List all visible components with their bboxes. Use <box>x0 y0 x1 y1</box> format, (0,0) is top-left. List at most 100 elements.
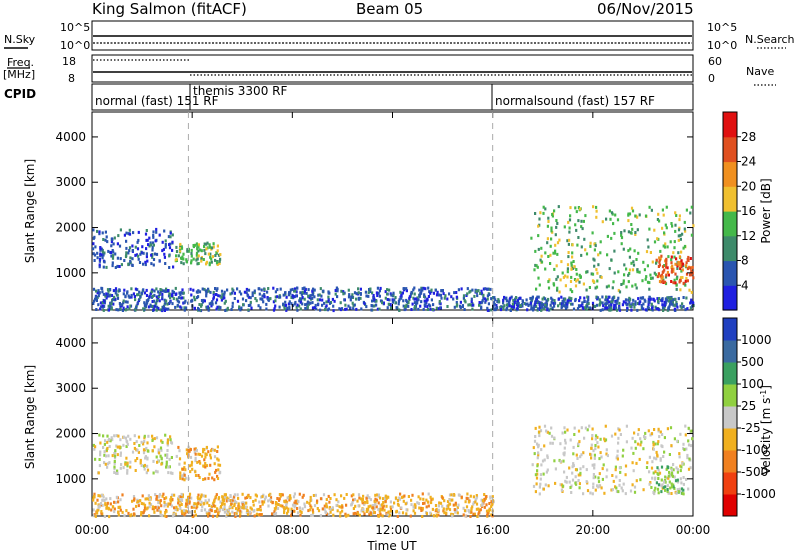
power-cell <box>390 293 393 297</box>
power-cell <box>425 299 428 303</box>
power-cell <box>596 279 599 283</box>
velocity-cell <box>238 505 241 509</box>
velocity-cell <box>666 484 669 488</box>
velocity-cell <box>122 435 125 439</box>
power-cell <box>232 289 235 293</box>
power-cell <box>206 241 209 245</box>
velocity-cell <box>460 495 463 499</box>
velocity-cell <box>594 488 597 492</box>
velocity-cell <box>253 514 256 518</box>
power-cell <box>349 306 352 310</box>
power-cell <box>659 249 662 253</box>
power-cell <box>175 297 178 301</box>
power-cell <box>148 244 151 248</box>
velocity-cell <box>298 506 301 510</box>
velocity-cell <box>593 456 596 460</box>
velocity-cell <box>237 502 240 506</box>
power-cell <box>288 300 291 304</box>
velocity-cell <box>542 487 545 491</box>
power-cell <box>586 295 589 299</box>
power-cell <box>153 299 156 303</box>
power-cell <box>645 250 649 254</box>
power-cell <box>611 286 614 290</box>
velocity-cell <box>120 463 123 466</box>
power-cell <box>175 250 179 253</box>
power-cell <box>625 267 628 271</box>
velocity-colorbar-swatch <box>723 428 737 451</box>
power-cell <box>577 236 580 239</box>
velocity-cell <box>213 478 216 482</box>
velocity-cell <box>207 476 210 480</box>
velocity-cell <box>592 449 595 453</box>
velocity-cell <box>92 508 95 512</box>
velocity-cell <box>297 500 300 504</box>
x-tick-label: 20:00 <box>576 523 611 537</box>
power-cell <box>359 287 362 291</box>
power-cell <box>200 249 203 253</box>
power-cell <box>247 304 250 307</box>
velocity-cell <box>195 506 198 510</box>
power-cell <box>136 240 139 244</box>
power-cell <box>589 244 592 248</box>
velocity-cell <box>230 501 233 505</box>
power-cell <box>111 256 115 260</box>
power-cell <box>436 290 439 294</box>
power-cell <box>419 304 422 308</box>
velocity-cell <box>491 495 494 499</box>
velocity-cell <box>233 512 236 516</box>
velocity-cell <box>368 496 371 500</box>
power-cell <box>122 292 125 296</box>
velocity-cell <box>202 450 205 454</box>
velocity-cell <box>103 499 106 502</box>
velocity-cell <box>660 444 663 448</box>
velocity-cell <box>400 506 403 510</box>
velocity-cell <box>616 449 619 453</box>
power-cell <box>295 290 298 294</box>
velocity-cell <box>650 432 653 436</box>
power-cell <box>233 291 236 295</box>
velocity-cell <box>357 493 361 497</box>
velocity-cell <box>157 448 160 452</box>
power-cell <box>591 301 595 305</box>
nsky-label: N.Sky <box>4 33 36 46</box>
power-cell <box>597 253 600 257</box>
power-cell <box>597 263 600 267</box>
power-cell <box>550 237 553 241</box>
velocity-cell <box>189 448 192 452</box>
velocity-cell <box>221 501 224 505</box>
velocity-cell <box>108 437 111 441</box>
power-cell <box>112 297 115 301</box>
velocity-cell <box>682 442 685 446</box>
power-cell <box>231 287 234 291</box>
velocity-cell <box>215 509 218 513</box>
power-cell <box>143 307 146 311</box>
power-cell <box>165 287 168 291</box>
power-cell <box>580 304 583 308</box>
velocity-cell <box>246 509 249 512</box>
power-cell <box>659 298 662 302</box>
velocity-cell <box>158 493 162 497</box>
power-cell <box>192 288 195 292</box>
power-cell <box>625 285 628 289</box>
power-cell <box>623 273 626 277</box>
power-cell <box>238 307 241 311</box>
power-colorbar-swatch <box>723 161 737 187</box>
power-cell <box>249 300 252 304</box>
power-cell <box>618 307 621 311</box>
velocity-cell <box>457 493 460 497</box>
power-cell <box>370 304 373 308</box>
velocity-cell <box>275 505 278 509</box>
velocity-cell <box>119 505 122 509</box>
power-cell <box>670 302 674 306</box>
power-cell <box>286 306 289 310</box>
power-cell <box>112 289 115 293</box>
power-cell <box>495 303 498 307</box>
velocity-cell <box>164 453 167 457</box>
velocity-cell <box>223 502 226 506</box>
velocity-cell <box>405 508 408 512</box>
power-cell <box>166 289 170 292</box>
power-cell <box>211 246 214 250</box>
power-cell <box>413 286 416 290</box>
velocity-cell <box>536 442 539 446</box>
power-cell <box>422 307 425 311</box>
